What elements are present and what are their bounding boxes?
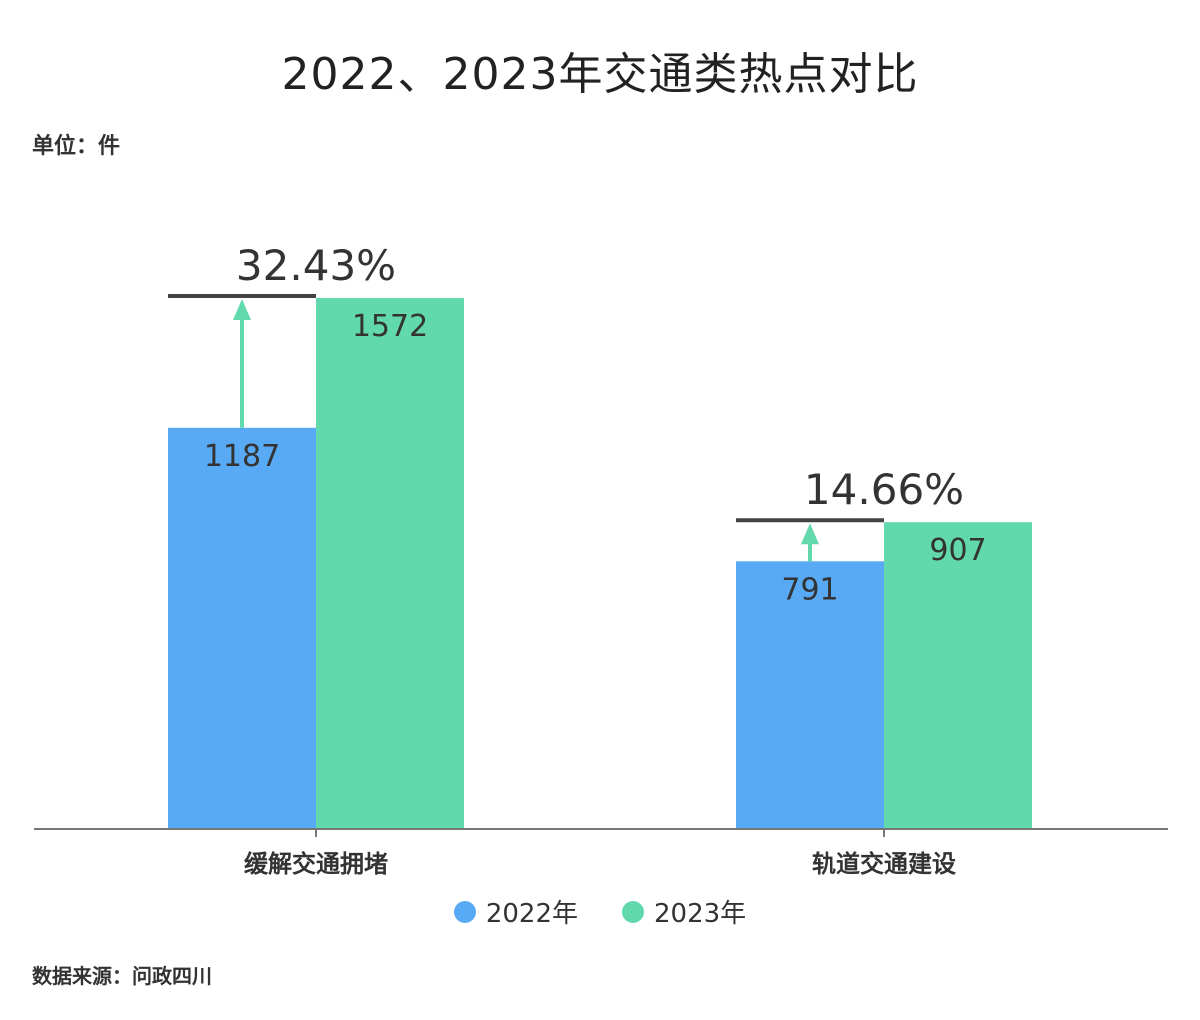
growth-arrow-head-1 [233,299,251,320]
growth-percent-label-2: 14.66% [804,465,964,514]
value-label-2023-1: 1572 [352,309,428,344]
growth-arrow-head-2 [801,523,819,545]
unit-label: 单位：件 [32,134,121,159]
bar-2023-2 [884,522,1032,828]
legend-label-2023: 2023年 [654,899,747,929]
source-label: 数据来源：问政四川 [32,964,212,988]
legend: 2022年 2023年 [0,893,1200,930]
legend-item-2023: 2023年 [622,893,746,930]
bar-2022-1 [168,427,316,828]
legend-dot-2023 [622,900,644,923]
legend-item-2022: 2022年 [453,893,578,930]
chart-title: 2022、2023年交通类热点对比 [281,49,919,100]
legend-dot-2022 [453,900,476,923]
x-tick-label-2: 轨道交通建设 [812,850,956,878]
x-tick-label-1: 缓解交通拥堵 [244,850,388,878]
bar-2022-2 [736,561,884,828]
value-label-2022-1: 1187 [204,439,280,474]
growth-percent-label-1: 32.43% [236,241,396,290]
value-label-2022-2: 791 [781,572,838,607]
legend-label-2022: 2022年 [485,899,578,929]
value-label-2023-2: 907 [929,533,986,568]
bar-2023-1 [316,298,464,828]
